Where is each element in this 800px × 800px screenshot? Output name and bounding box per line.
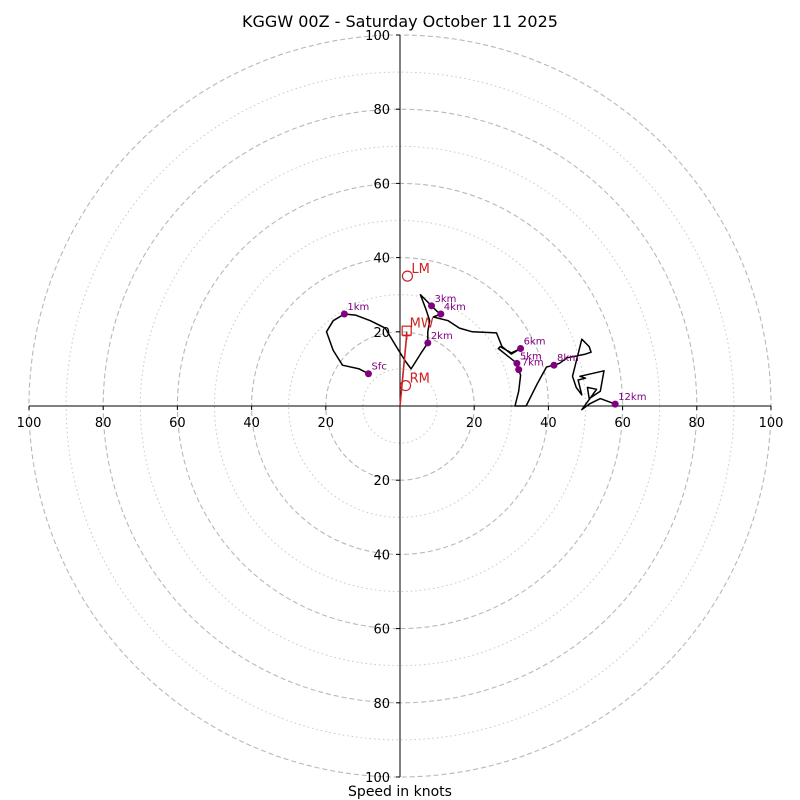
shear-vector bbox=[399, 335, 408, 407]
height-marker-2km bbox=[424, 339, 432, 347]
x-tick-label: 40 bbox=[540, 416, 557, 431]
height-marker-1km bbox=[340, 310, 348, 318]
y-tick-label: 80 bbox=[373, 697, 390, 712]
y-tick-label: 20 bbox=[373, 474, 390, 489]
left-mover-marker bbox=[401, 270, 414, 282]
height-label-6km: 6km bbox=[524, 336, 546, 347]
chart-title: KGGW 00Z - Saturday October 11 2025 bbox=[242, 12, 558, 31]
height-marker-3km bbox=[428, 302, 436, 310]
height-label-12km: 12km bbox=[618, 392, 646, 403]
height-marker-Sfc bbox=[364, 370, 372, 378]
y-tick-label: 60 bbox=[373, 177, 390, 192]
height-label-3km: 3km bbox=[435, 294, 457, 305]
mean-wind-marker bbox=[401, 325, 412, 336]
x-tick-label: 60 bbox=[169, 416, 186, 431]
height-marker-4km bbox=[437, 310, 445, 318]
right-mover-label: RM bbox=[410, 372, 430, 387]
y-tick-label: 40 bbox=[373, 548, 390, 563]
mean-wind-label: MW bbox=[410, 317, 434, 332]
height-label-Sfc: Sfc bbox=[371, 362, 386, 373]
hodograph-trace bbox=[325, 293, 616, 411]
hodograph-trace-layer bbox=[325, 293, 616, 411]
x-tick-label: 20 bbox=[466, 416, 483, 431]
height-marker-6km bbox=[517, 344, 525, 352]
height-marker-12km bbox=[611, 400, 619, 408]
height-label-5km: 5km bbox=[520, 351, 542, 362]
y-tick-label: 40 bbox=[373, 252, 390, 267]
tick-labels: 100 80 60 40 20 20 40 60 80 100100806040202040608… bbox=[17, 29, 784, 786]
y-tick-label: 60 bbox=[373, 623, 390, 638]
storm-motion-markers: LM RM MW bbox=[399, 262, 434, 407]
height-label-4km: 4km bbox=[444, 302, 466, 313]
height-label-1km: 1km bbox=[347, 302, 369, 313]
height-marker-8km bbox=[550, 361, 558, 369]
height-marker-7km bbox=[515, 366, 523, 374]
height-label-8km: 8km bbox=[557, 353, 579, 364]
right-mover-marker bbox=[399, 379, 412, 392]
left-mover-label: LM bbox=[411, 262, 429, 277]
x-tick-label: 100 bbox=[17, 416, 42, 431]
y-tick-label: 100 bbox=[365, 771, 390, 786]
x-tick-label: 80 bbox=[95, 416, 112, 431]
height-label-7km: 7km bbox=[522, 358, 544, 369]
x-tick-label: 20 bbox=[318, 416, 335, 431]
x-tick-label: 80 bbox=[689, 416, 706, 431]
x-axis-label: Speed in knots bbox=[348, 784, 452, 800]
x-tick-label: 40 bbox=[243, 416, 260, 431]
height-marker-5km bbox=[513, 359, 521, 367]
x-tick-label: 100 bbox=[759, 416, 784, 431]
height-label-2km: 2km bbox=[431, 331, 453, 342]
x-tick-label: 60 bbox=[614, 416, 631, 431]
y-tick-label: 80 bbox=[373, 103, 390, 118]
y-tick-label: 100 bbox=[365, 29, 390, 44]
